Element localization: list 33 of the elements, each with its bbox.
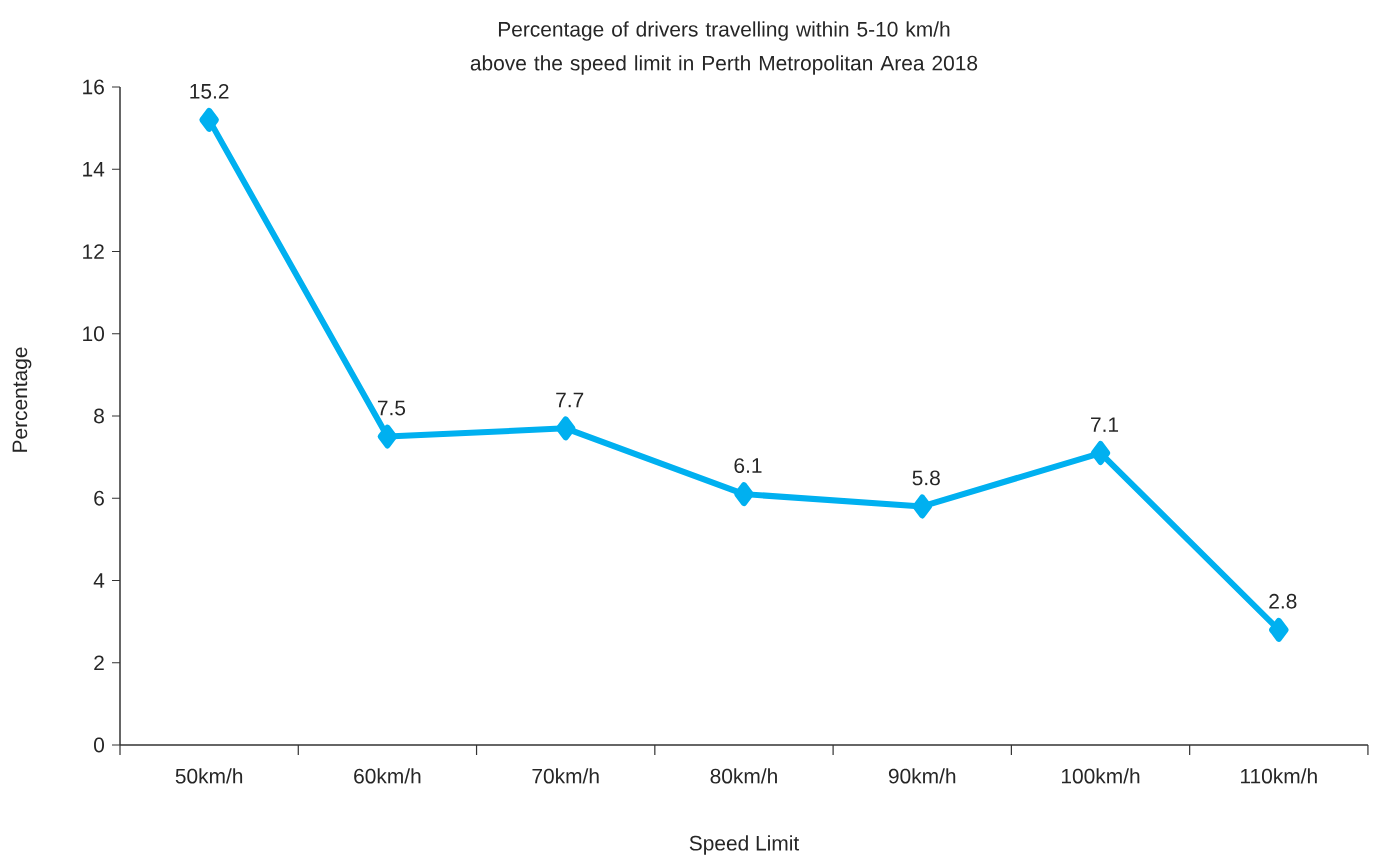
x-tick-label: 80km/h <box>710 768 777 784</box>
y-tick-label: 0 <box>94 737 105 753</box>
x-tick-label: 90km/h <box>888 768 956 784</box>
x-axis-title: Speed Limit <box>689 835 800 855</box>
y-axis-title: Percentage <box>12 347 32 452</box>
x-tick-label: 100km/h <box>1061 768 1140 784</box>
data-label: 7.5 <box>377 400 406 416</box>
x-tick-label: 50km/h <box>175 768 243 784</box>
data-label: 2.8 <box>1269 593 1297 609</box>
chart-title: Percentage of drivers travelling within 5-10 km/h above the speed limit in Perth Metropolitan Area 2018 <box>470 21 978 75</box>
point <box>377 424 398 449</box>
y-tick-label: 16 <box>83 79 104 95</box>
y-tick-label: 8 <box>94 408 104 424</box>
y-tick-label: 2 <box>94 655 104 671</box>
point <box>1090 441 1111 466</box>
y-tick-label: 6 <box>94 490 104 506</box>
y-tick-label: 14 <box>83 162 105 177</box>
x-tick-label: 70km/h <box>532 768 599 784</box>
x-tick-label: 60km/h <box>354 768 421 784</box>
x-tick-label: 110km/h <box>1241 768 1317 784</box>
y-tick-label: 10 <box>83 326 105 342</box>
point <box>912 494 932 519</box>
data-label: 7.1 <box>1091 417 1119 432</box>
point <box>1269 617 1289 642</box>
y-tick-label: 12 <box>83 244 104 259</box>
data-label: 15.2 <box>190 83 229 99</box>
data-label: 7.7 <box>556 392 584 408</box>
point <box>555 416 576 441</box>
data-label: 6.1 <box>734 458 762 473</box>
point <box>199 107 219 132</box>
point <box>734 482 754 507</box>
data-label: 5.8 <box>912 470 940 486</box>
y-tick-label: 4 <box>93 573 105 588</box>
